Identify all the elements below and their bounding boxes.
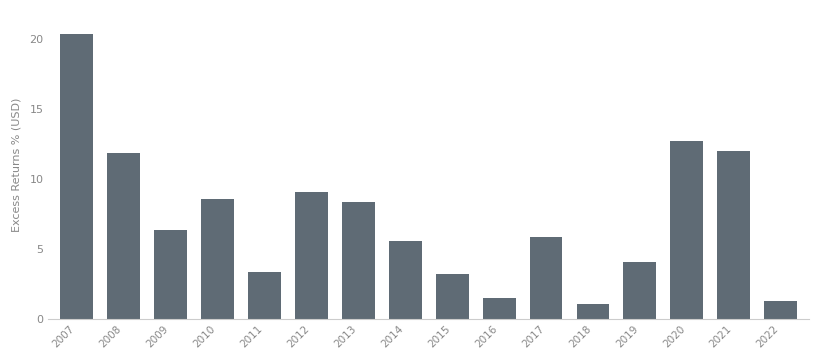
Bar	[435, 274, 468, 319]
Bar	[107, 153, 140, 319]
Bar	[482, 298, 515, 319]
Bar	[576, 304, 609, 319]
Y-axis label: Excess Returns % (USD): Excess Returns % (USD)	[11, 98, 21, 232]
Bar	[670, 142, 703, 319]
Bar	[717, 151, 749, 319]
Bar	[247, 272, 280, 319]
Bar	[342, 202, 374, 319]
Bar	[763, 301, 796, 319]
Bar	[388, 241, 421, 319]
Bar	[529, 237, 562, 319]
Bar	[201, 199, 233, 319]
Bar	[622, 262, 655, 319]
Bar	[154, 230, 187, 319]
Bar	[295, 192, 328, 319]
Bar	[60, 34, 93, 319]
